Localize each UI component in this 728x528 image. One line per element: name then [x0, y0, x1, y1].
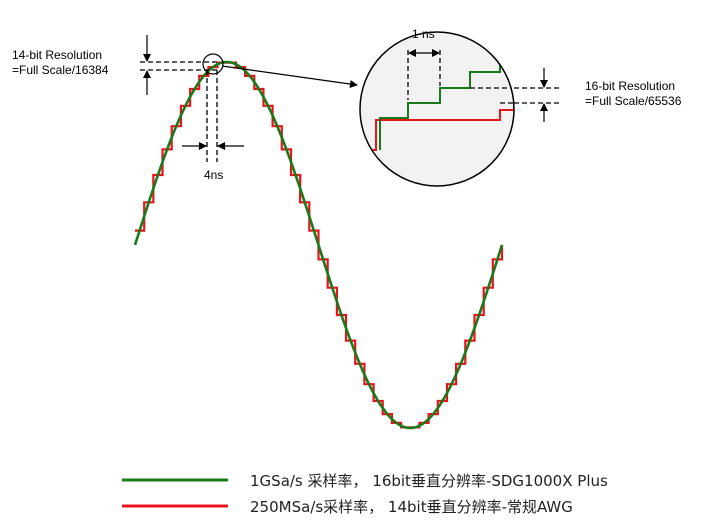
waveforms — [133, 60, 504, 430]
legend-label: 250MSa/s采样率， 14bit垂直分辨率-常规AWG — [250, 498, 573, 516]
annotation: 16-bit Resolution — [585, 79, 675, 93]
zoom-circle — [359, 31, 515, 187]
green-sine-wave — [133, 60, 504, 430]
legend: 1GSa/s 采样率， 16bit垂直分辨率-SDG1000X Plus 250M… — [122, 472, 608, 516]
zoom-arrow — [221, 65, 358, 88]
legend-label: 1GSa/s 采样率， 16bit垂直分辨率-SDG1000X Plus — [250, 472, 608, 490]
annotation: 4ns — [204, 168, 223, 182]
annotation: 14-bit Resolution — [12, 48, 102, 62]
zoom-source-circle — [202, 53, 224, 75]
zoom-red-step — [370, 53, 514, 151]
annotation: =Full Scale/65536 — [585, 94, 682, 108]
annotation: =Full Scale/16384 — [12, 63, 109, 77]
zoom-circle-bg — [360, 32, 514, 186]
annotation: 1 ns — [412, 27, 435, 41]
zoom-content — [370, 49, 514, 151]
zoom-green-step — [379, 57, 514, 150]
red-step-wave — [135, 61, 504, 429]
